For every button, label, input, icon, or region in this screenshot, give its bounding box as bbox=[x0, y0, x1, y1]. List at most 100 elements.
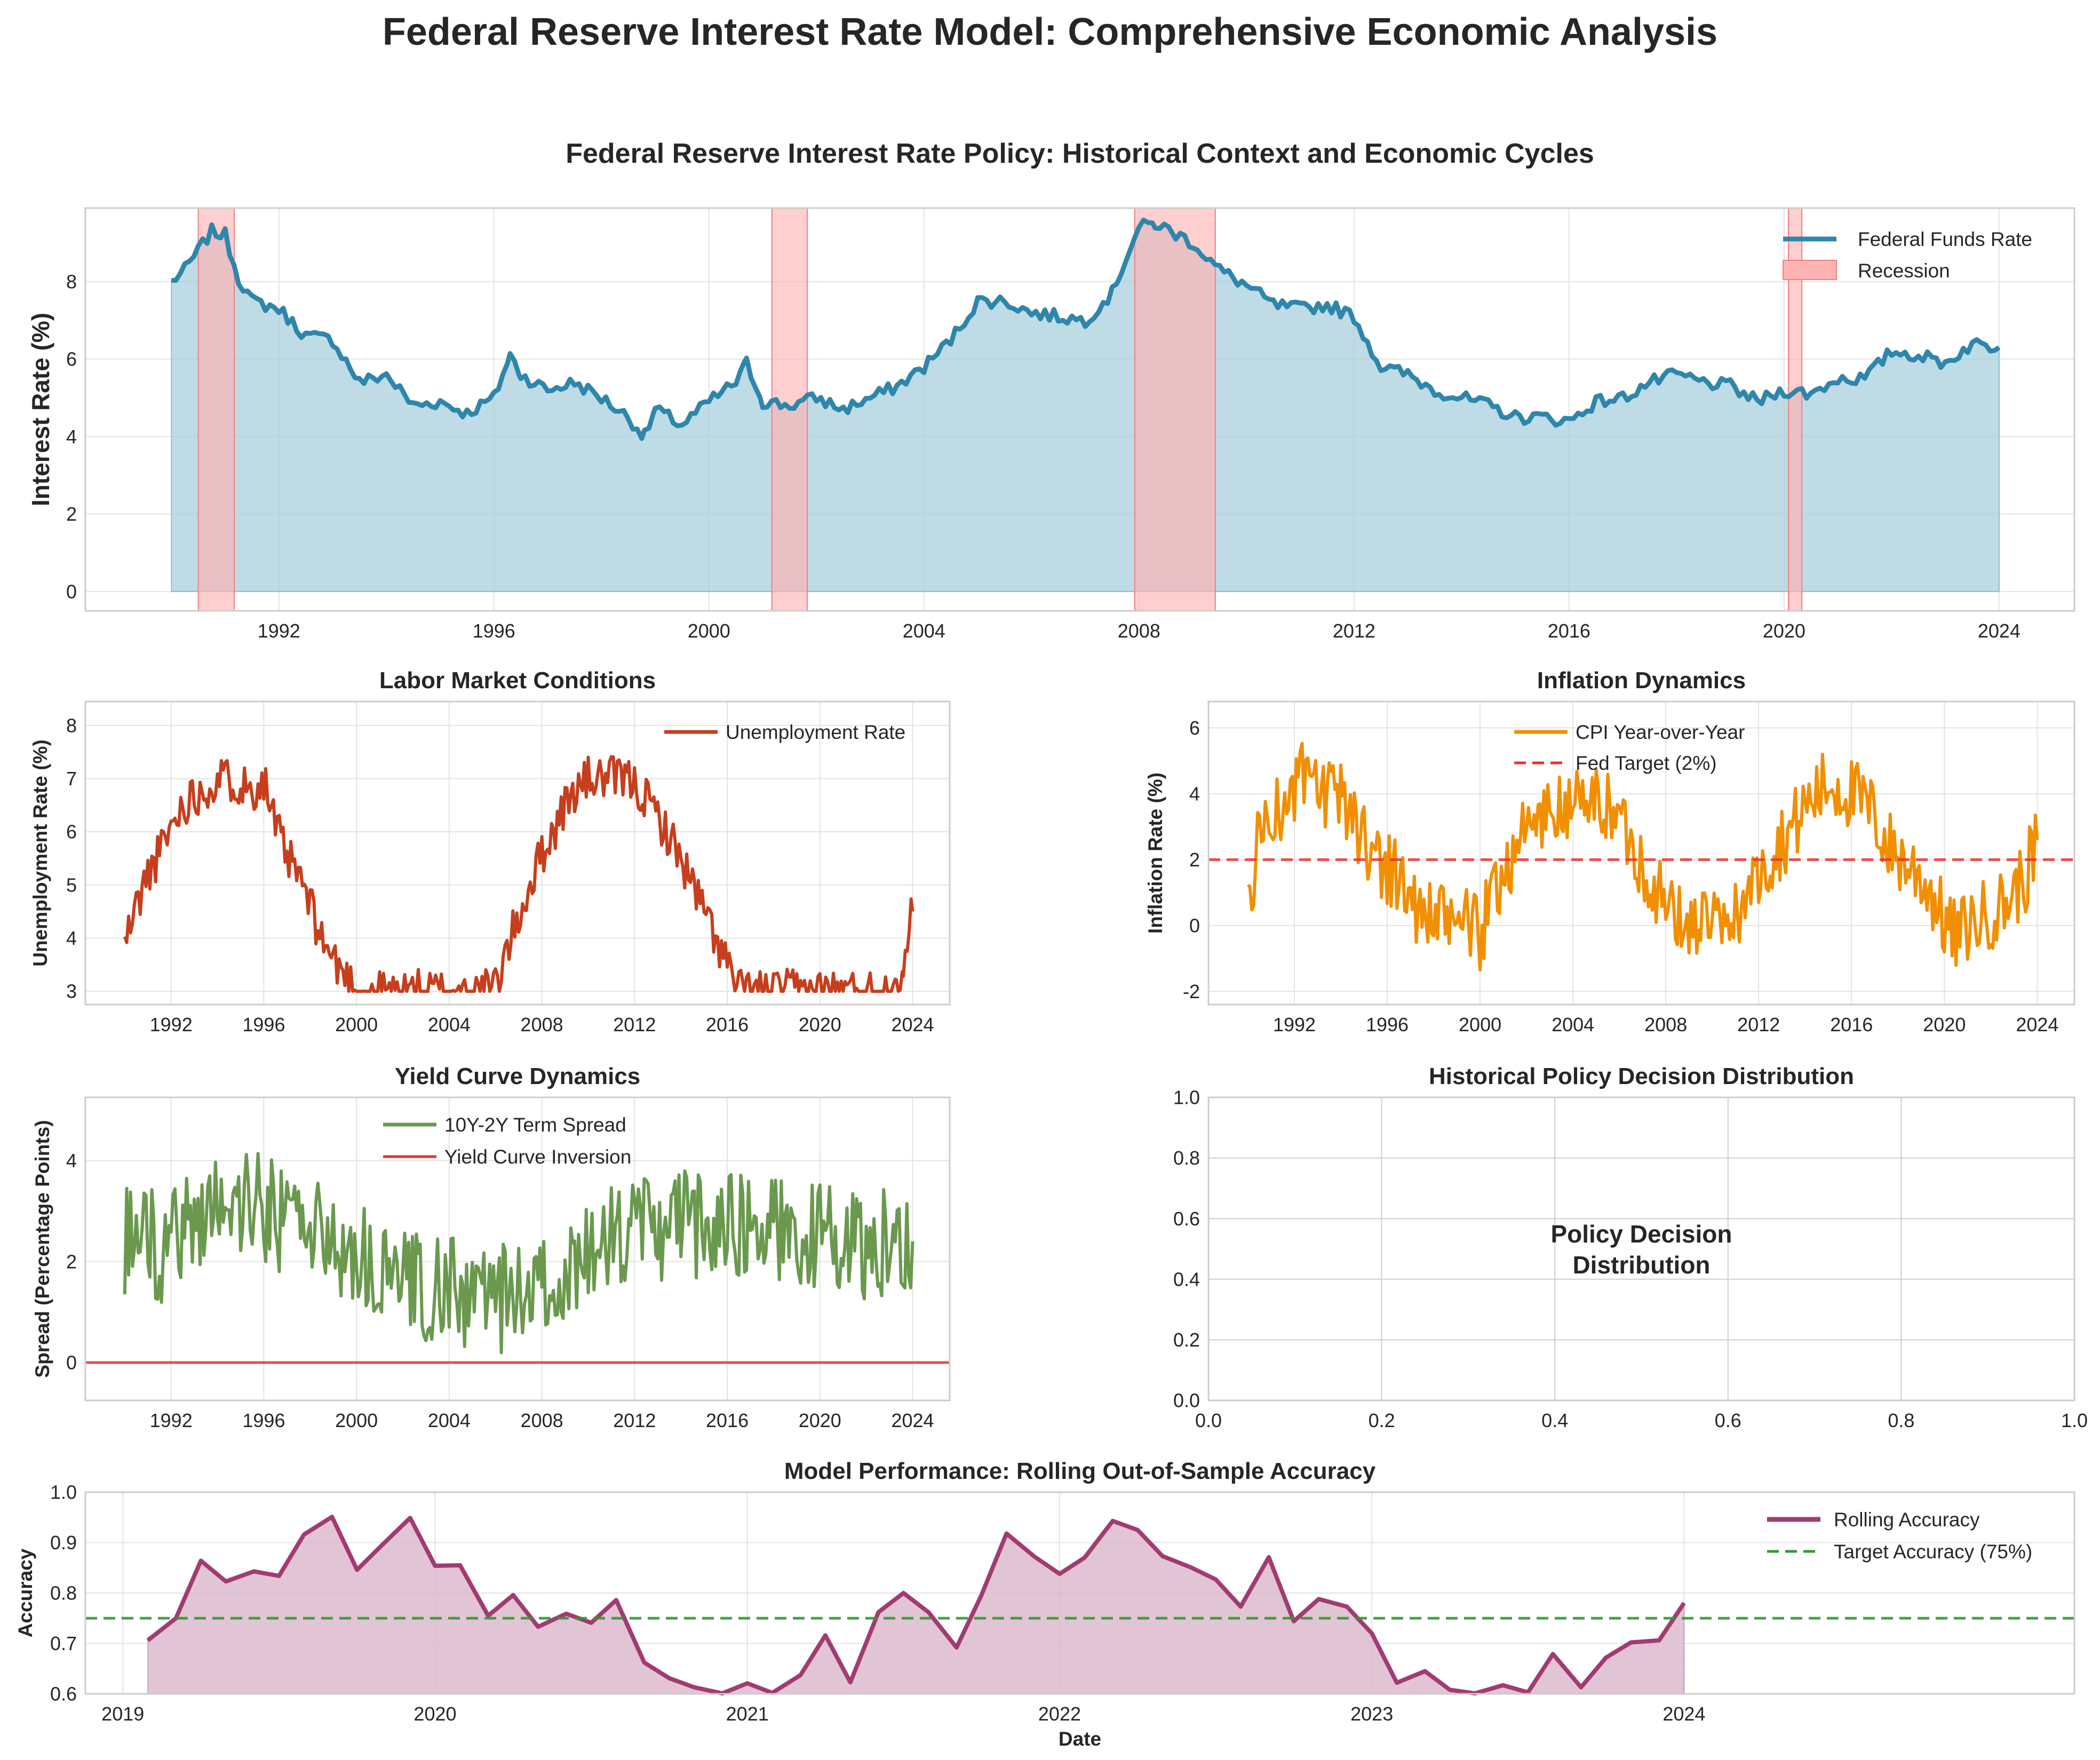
x-tick-label: 2024 bbox=[1662, 1703, 1705, 1725]
y-tick-label: 0.6 bbox=[50, 1683, 77, 1705]
y-tick-label: 4 bbox=[66, 1150, 77, 1172]
legend-label-target-accuracy: Target Accuracy (75%) bbox=[1834, 1541, 2032, 1563]
x-tick-label: 2024 bbox=[891, 1409, 934, 1431]
y-axis-label: Inflation Rate (%) bbox=[1144, 773, 1166, 934]
y-axis-label: Interest Rate (%) bbox=[27, 313, 54, 506]
x-tick-label: 1992 bbox=[150, 1014, 193, 1036]
y-tick-label: 1.0 bbox=[1173, 1087, 1200, 1109]
legend-label-rate: Federal Funds Rate bbox=[1858, 228, 2032, 250]
plot-frame bbox=[1207, 1096, 2075, 1401]
x-tick-label: 2016 bbox=[706, 1409, 749, 1431]
x-tick-label: 1.0 bbox=[2061, 1409, 2088, 1431]
y-tick-label: 4 bbox=[1189, 783, 1200, 805]
x-tick-label: 2020 bbox=[1923, 1014, 1966, 1036]
y-tick-label: 8 bbox=[66, 271, 77, 293]
x-tick-label: 2024 bbox=[2016, 1014, 2058, 1036]
figure-title: Federal Reserve Interest Rate Model: Com… bbox=[383, 11, 1717, 53]
y-tick-label: 1.0 bbox=[50, 1482, 77, 1503]
x-tick-label: 2016 bbox=[1548, 620, 1590, 642]
interest-rate-panel: Federal Reserve Interest Rate Policy: Hi… bbox=[27, 138, 2075, 642]
y-tick-label: 0 bbox=[66, 580, 77, 602]
chart-title: Model Performance: Rolling Out-of-Sample… bbox=[784, 1458, 1376, 1484]
x-tick-label: 2016 bbox=[1830, 1014, 1873, 1036]
y-tick-label: 6 bbox=[1189, 717, 1200, 739]
x-tick-label: 1996 bbox=[1366, 1014, 1409, 1036]
center-annotation: Policy Decision bbox=[1550, 1220, 1732, 1248]
x-tick-label: 2008 bbox=[521, 1014, 563, 1036]
x-tick-label: 0.2 bbox=[1369, 1409, 1395, 1431]
legend-label-spread: 10Y-2Y Term Spread bbox=[444, 1114, 626, 1136]
y-tick-label: 6 bbox=[66, 821, 77, 843]
x-tick-label: 2000 bbox=[688, 620, 730, 642]
chart-title: Historical Policy Decision Distribution bbox=[1429, 1063, 1854, 1089]
y-tick-label: -2 bbox=[1183, 981, 1200, 1002]
x-tick-label: 2008 bbox=[1644, 1014, 1687, 1036]
x-tick-label: 1992 bbox=[150, 1409, 193, 1431]
y-tick-label: 7 bbox=[66, 768, 77, 790]
chart-title: Inflation Dynamics bbox=[1537, 667, 1746, 694]
plot-frame bbox=[84, 207, 2075, 612]
x-tick-label: 2021 bbox=[726, 1703, 769, 1725]
x-tick-label: 2023 bbox=[1350, 1703, 1393, 1725]
y-tick-label: 0.8 bbox=[1173, 1147, 1200, 1169]
yield-curve-panel: Yield Curve Dynamics Spread (Percentage P… bbox=[31, 1063, 951, 1431]
x-tick-label: 2004 bbox=[903, 620, 945, 642]
x-tick-label: 2022 bbox=[1038, 1703, 1081, 1725]
plot-frame bbox=[84, 1096, 951, 1401]
x-tick-label: 2016 bbox=[706, 1014, 749, 1036]
legend-swatch-recession bbox=[1783, 260, 1837, 280]
rolling-accuracy-line bbox=[146, 1515, 1686, 1696]
x-tick-label: 0.8 bbox=[1888, 1409, 1914, 1431]
x-tick-label: 2008 bbox=[521, 1409, 563, 1431]
x-tick-label: 2020 bbox=[413, 1703, 456, 1725]
y-tick-label: 0.8 bbox=[50, 1582, 77, 1604]
x-tick-label: 1996 bbox=[242, 1014, 285, 1036]
x-tick-label: 2012 bbox=[1333, 620, 1375, 642]
x-tick-label: 2012 bbox=[1737, 1014, 1780, 1036]
y-tick-label: 8 bbox=[66, 714, 77, 736]
legend-label-accuracy: Rolling Accuracy bbox=[1834, 1509, 1980, 1531]
y-axis-label: Unemployment Rate (%) bbox=[29, 739, 51, 967]
y-tick-label: 2 bbox=[1189, 849, 1200, 871]
chart-title: Yield Curve Dynamics bbox=[395, 1063, 641, 1089]
y-tick-label: 0.2 bbox=[1173, 1329, 1200, 1351]
legend-label-unemployment: Unemployment Rate bbox=[726, 721, 905, 743]
y-axis-label: Spread (Percentage Points) bbox=[31, 1120, 53, 1377]
y-tick-label: 0.9 bbox=[50, 1532, 77, 1554]
y-tick-label: 0.4 bbox=[1173, 1268, 1200, 1290]
x-tick-label: 1992 bbox=[1273, 1014, 1316, 1036]
y-tick-label: 0 bbox=[1189, 914, 1200, 936]
x-tick-label: 2008 bbox=[1118, 620, 1160, 642]
inflation-panel: Inflation Dynamics Inflation Rate (%) 1992… bbox=[1144, 667, 2075, 1036]
x-tick-label: 0.6 bbox=[1715, 1409, 1741, 1431]
recession-band bbox=[197, 208, 235, 611]
x-tick-label: 2024 bbox=[891, 1014, 934, 1036]
y-tick-label: 4 bbox=[66, 426, 77, 448]
x-tick-label: 2012 bbox=[613, 1014, 656, 1036]
x-tick-label: 2004 bbox=[428, 1014, 471, 1036]
center-annotation: Distribution bbox=[1572, 1251, 1710, 1279]
term-spread-line bbox=[123, 1152, 914, 1355]
x-tick-label: 2012 bbox=[613, 1409, 656, 1431]
y-axis-label: Accuracy bbox=[14, 1548, 36, 1637]
y-tick-label: 4 bbox=[66, 927, 77, 949]
x-tick-label: 2020 bbox=[799, 1409, 841, 1431]
unemployment-rate-line bbox=[123, 755, 914, 993]
x-tick-label: 0.4 bbox=[1541, 1409, 1568, 1431]
y-tick-label: 2 bbox=[66, 503, 77, 525]
x-tick-label: 2024 bbox=[1978, 620, 2021, 642]
x-tick-label: 2004 bbox=[1552, 1014, 1594, 1036]
x-tick-label: 1996 bbox=[242, 1409, 285, 1431]
plot-frame bbox=[1207, 700, 2075, 1006]
y-tick-label: 0.6 bbox=[1173, 1208, 1200, 1230]
x-tick-label: 2000 bbox=[335, 1409, 378, 1431]
model-accuracy-panel: Model Performance: Rolling Out-of-Sample… bbox=[14, 1458, 2075, 1750]
x-tick-label: 1996 bbox=[473, 620, 515, 642]
labor-market-panel: Labor Market Conditions Unemployment Rate… bbox=[29, 667, 951, 1036]
legend-label-cpi: CPI Year-over-Year bbox=[1576, 721, 1745, 743]
x-tick-label: 2000 bbox=[335, 1014, 378, 1036]
chart-title: Labor Market Conditions bbox=[379, 667, 656, 694]
legend-label-inversion: Yield Curve Inversion bbox=[444, 1146, 631, 1168]
cpi-line bbox=[1246, 742, 2039, 971]
